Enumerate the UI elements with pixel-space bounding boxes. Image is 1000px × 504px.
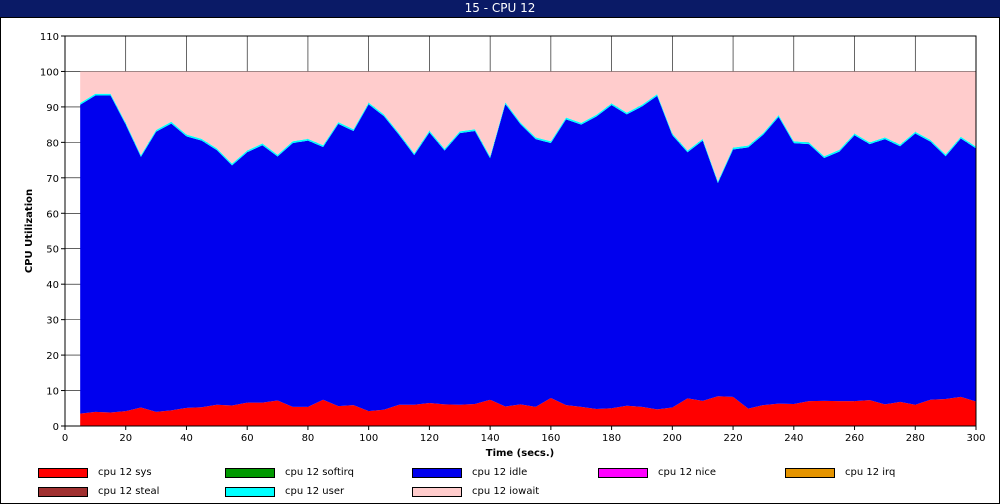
y-tick-label-5: 50	[46, 245, 59, 256]
x-tick-label-4: 80	[302, 433, 315, 444]
x-tick-label-0: 0	[62, 433, 68, 444]
x-tick-label-15: 300	[966, 433, 985, 444]
legend-label: cpu 12 iowait	[472, 486, 540, 497]
x-axis-label: Time (secs.)	[486, 448, 555, 459]
y-tick-label-8: 80	[46, 138, 59, 149]
x-tick-label-3: 60	[241, 433, 254, 444]
y-tick-label-10: 100	[40, 67, 59, 78]
x-tick-label-12: 240	[784, 433, 803, 444]
y-tick-label-9: 90	[46, 103, 59, 114]
legend-swatch	[598, 468, 648, 478]
area-cpu-12-iowait	[80, 71, 977, 182]
x-tick-label-7: 140	[481, 433, 500, 444]
y-tick-label-7: 70	[46, 174, 59, 185]
y-tick-label-4: 40	[46, 280, 59, 291]
x-tick-label-14: 280	[906, 433, 925, 444]
area-cpu-12-sys	[80, 396, 977, 426]
plot-area-border	[64, 35, 977, 427]
window-title: 15 - CPU 12	[0, 0, 1000, 17]
legend-label: cpu 12 softirq	[285, 467, 354, 478]
legend-label: cpu 12 steal	[98, 486, 160, 497]
y-tick-label-6: 60	[46, 209, 59, 220]
legend-swatch	[412, 487, 462, 497]
x-tick-label-10: 200	[663, 433, 682, 444]
legend-swatch	[225, 468, 275, 478]
area-cpu-12-idle	[80, 95, 977, 414]
y-tick-label-1: 10	[46, 387, 59, 398]
stacked-areas	[80, 71, 977, 426]
legend-label: cpu 12 user	[285, 486, 345, 497]
y-axis-ticks: 0 10 20 30 40 50 60 70 80 90 100 110	[40, 32, 65, 433]
legend-label: cpu 12 idle	[472, 467, 528, 478]
legend-swatch	[785, 468, 835, 478]
legend-label: cpu 12 nice	[658, 467, 717, 478]
y-tick-label-3: 30	[46, 316, 59, 327]
y-axis-label: CPU Utilization	[24, 189, 35, 273]
x-tick-label-13: 260	[845, 433, 864, 444]
x-tick-label-9: 180	[602, 433, 621, 444]
y-tick-label-11: 110	[40, 32, 59, 43]
legend-swatch	[38, 468, 88, 478]
legend-label: cpu 12 irq	[845, 467, 896, 478]
legend-label: cpu 12 sys	[98, 467, 152, 478]
x-tick-label-6: 120	[420, 433, 439, 444]
legend-swatch	[412, 468, 462, 478]
y-tick-label-0: 0	[53, 422, 59, 433]
x-tick-label-1: 20	[119, 433, 132, 444]
x-tick-label-5: 100	[359, 433, 378, 444]
legend-swatch	[38, 487, 88, 497]
x-tick-label-8: 160	[541, 433, 560, 444]
x-tick-label-11: 220	[724, 433, 743, 444]
legend-swatch	[225, 487, 275, 497]
y-tick-label-2: 20	[46, 351, 59, 362]
x-tick-label-2: 40	[180, 433, 193, 444]
x-axis-ticks: 0 20 40 60 80 100 120 140 160 180 200 220 240 260 280 3…	[62, 426, 986, 444]
